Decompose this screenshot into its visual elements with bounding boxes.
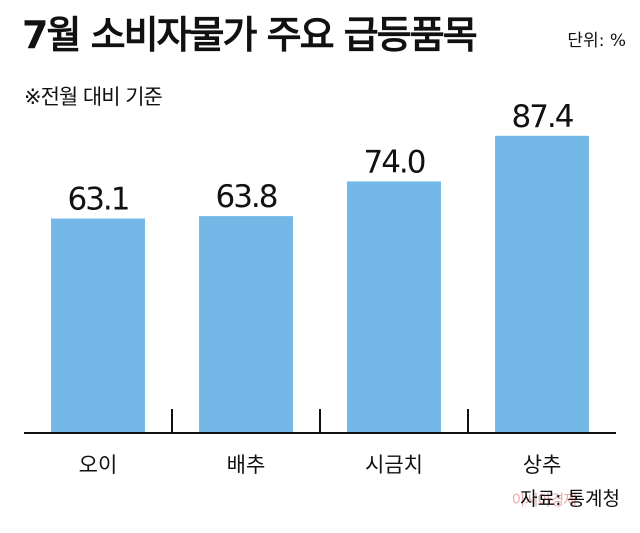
watermark-logo: 아시아경제: [512, 491, 577, 509]
bar: [199, 216, 293, 433]
unit-label: 단위: %: [567, 31, 626, 51]
chart-title: 7월 소비자물가 주요 급등품목: [22, 13, 478, 57]
source-note: 자료: 통계청: [520, 488, 620, 510]
bar: [51, 218, 145, 433]
data-label: 87.4: [511, 99, 572, 135]
bar: [495, 135, 589, 434]
data-label: 74.0: [363, 144, 424, 180]
category-label: 배추: [227, 453, 266, 477]
chart-subtitle: ※전월 대비 기준: [24, 85, 163, 109]
category-label: 오이: [79, 453, 118, 477]
data-label: 63.8: [215, 179, 276, 215]
data-label: 63.1: [67, 182, 128, 218]
category-label: 상추: [523, 453, 562, 477]
category-label: 시금치: [365, 453, 423, 477]
bar: [347, 181, 441, 433]
